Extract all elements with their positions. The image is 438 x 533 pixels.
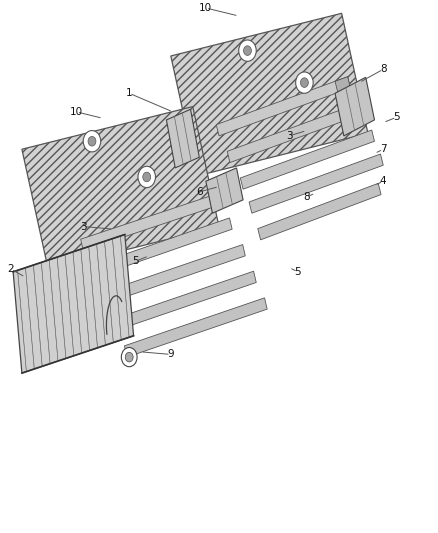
Circle shape [121,348,137,367]
Polygon shape [124,298,267,357]
Text: 10: 10 [70,107,83,117]
Polygon shape [13,235,134,373]
Circle shape [88,136,96,146]
Polygon shape [335,77,350,93]
Polygon shape [113,271,256,330]
Circle shape [125,352,133,362]
Polygon shape [92,218,232,277]
Text: 7: 7 [380,144,387,154]
Polygon shape [249,154,383,213]
Circle shape [244,46,251,55]
Circle shape [296,72,313,93]
Text: 5: 5 [393,112,400,122]
Text: 4: 4 [380,176,387,186]
Text: 3: 3 [80,222,87,231]
Polygon shape [227,103,361,163]
Text: 1: 1 [126,88,133,98]
Text: 6: 6 [196,187,203,197]
Polygon shape [346,103,361,119]
Text: 8: 8 [303,192,310,202]
Text: 5: 5 [294,267,301,277]
Polygon shape [240,130,374,189]
Text: 9: 9 [167,350,174,359]
Text: 5: 5 [132,256,139,266]
Text: 10: 10 [199,3,212,13]
Circle shape [143,172,151,182]
Polygon shape [102,245,245,304]
Text: 2: 2 [7,264,14,274]
Circle shape [300,78,308,87]
Polygon shape [206,168,243,213]
Text: 3: 3 [286,131,293,141]
Polygon shape [335,77,374,136]
Polygon shape [258,183,381,240]
Polygon shape [216,77,350,136]
Polygon shape [171,13,368,176]
Circle shape [138,166,155,188]
Circle shape [239,40,256,61]
Polygon shape [22,107,219,269]
Text: 8: 8 [380,64,387,74]
Polygon shape [166,109,199,168]
Circle shape [83,131,101,152]
Polygon shape [81,194,219,251]
